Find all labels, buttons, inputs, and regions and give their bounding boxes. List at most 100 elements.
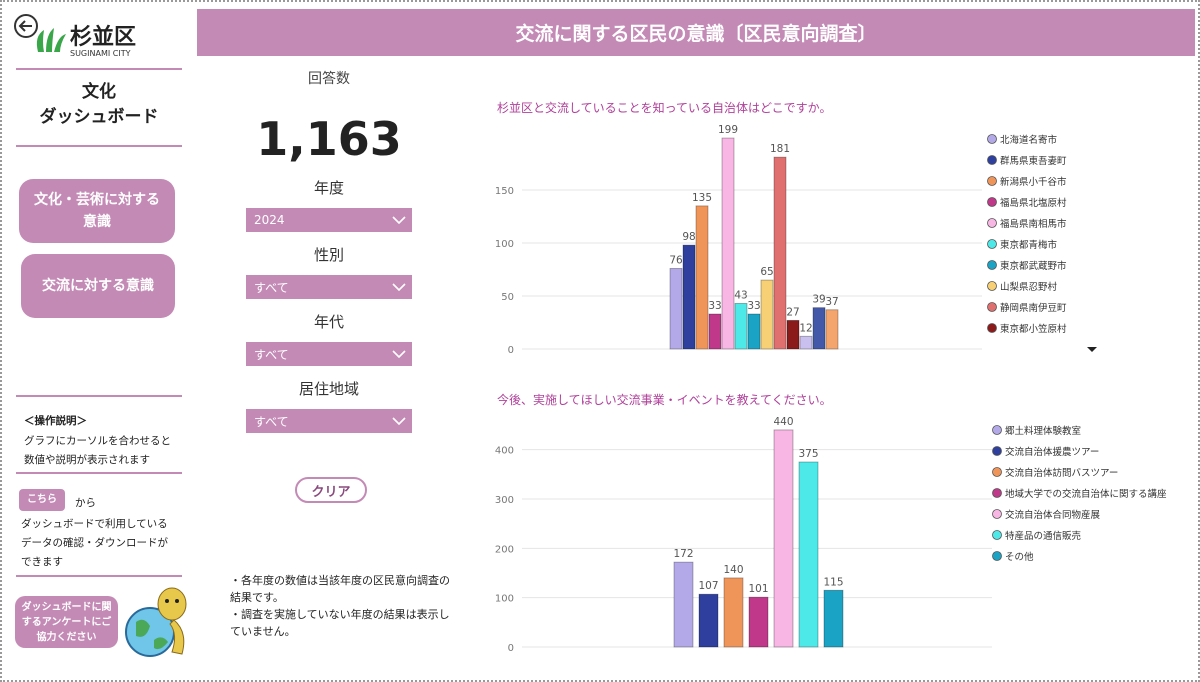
legend-label: 新潟県小千谷市 bbox=[1000, 176, 1067, 188]
bar bbox=[747, 313, 761, 350]
note: ・調査を実施していない年度の結果は表示していません。 bbox=[230, 608, 450, 638]
data-label: 172 bbox=[673, 548, 693, 560]
data-label: 115 bbox=[823, 576, 843, 588]
legend-marker bbox=[992, 530, 1002, 540]
data-label: 440 bbox=[773, 416, 793, 428]
legend-label: 特産品の通信販売 bbox=[1005, 530, 1081, 542]
legend-marker bbox=[987, 260, 997, 270]
legend-label: 交流自治体訪問バスツアー bbox=[1005, 467, 1118, 479]
sidebar-title: 文化 ダッシュボード bbox=[16, 80, 182, 130]
divider bbox=[16, 145, 182, 147]
legend-marker bbox=[987, 197, 997, 207]
link-suffix: から bbox=[75, 497, 96, 509]
data-label: 37 bbox=[825, 296, 838, 308]
nav-button[interactable]: 交流に対する意識 bbox=[21, 254, 175, 318]
filter-value: すべて bbox=[254, 347, 289, 362]
help-title: ＜操作説明＞ bbox=[24, 415, 87, 427]
bar bbox=[734, 303, 748, 350]
legend-label: 福島県南相馬市 bbox=[1000, 218, 1067, 230]
chevron bbox=[392, 216, 406, 225]
logo: 杉並区 SUGINAMI CITY bbox=[14, 14, 136, 58]
legend-scroll[interactable] bbox=[1087, 347, 1097, 352]
bar bbox=[721, 137, 735, 350]
legend-label: 福島県北塩原村 bbox=[1000, 197, 1067, 209]
chart-title: 杉並区と交流していることを知っている自治体はどこですか。 bbox=[497, 100, 831, 115]
legend-label: 東京都青梅市 bbox=[1000, 239, 1058, 251]
filter-label: 年代 bbox=[313, 313, 344, 331]
legend-label: 東京都小笠原村 bbox=[1000, 323, 1067, 335]
y-tick-label: 50 bbox=[501, 292, 514, 303]
legend-marker bbox=[987, 218, 997, 228]
bar bbox=[708, 313, 722, 350]
legend-marker bbox=[987, 239, 997, 249]
bar bbox=[823, 589, 844, 648]
data-label: 43 bbox=[734, 289, 747, 301]
bar bbox=[812, 307, 826, 350]
chevron bbox=[392, 417, 406, 426]
legend-marker bbox=[992, 509, 1002, 519]
filter-label: 性別 bbox=[313, 246, 344, 264]
y-tick-label: 0 bbox=[508, 643, 514, 654]
help-text: グラフにカーソルを合わせると数値や説明が表示されます bbox=[24, 435, 171, 466]
legend-label: その他 bbox=[1005, 551, 1034, 563]
data-label: 33 bbox=[747, 300, 760, 312]
bar bbox=[748, 596, 769, 648]
data-label: 375 bbox=[798, 448, 818, 460]
sidebar-title-line: 文化 bbox=[82, 82, 116, 102]
legend-marker bbox=[987, 302, 997, 312]
data-label: 33 bbox=[708, 300, 721, 312]
bar bbox=[825, 309, 839, 350]
notes: ・各年度の数値は当該年度の区民意向調査の結果です。 ・調査を実施していない年度の… bbox=[230, 572, 450, 640]
legend-label: 北海道名寄市 bbox=[1000, 134, 1058, 146]
data-label: 107 bbox=[698, 580, 718, 592]
legend-marker bbox=[987, 323, 997, 333]
data-label: 12 bbox=[799, 322, 812, 334]
y-tick-label: 100 bbox=[495, 239, 514, 250]
legend-label: 交流自治体援農ツアー bbox=[1005, 446, 1099, 458]
clear-button[interactable]: クリア bbox=[295, 477, 367, 503]
divider bbox=[16, 68, 182, 70]
data-label: 199 bbox=[718, 124, 738, 136]
legend-marker bbox=[987, 155, 997, 165]
legend-label: 山梨県忍野村 bbox=[1000, 281, 1058, 293]
sidebar-title-line: ダッシュボード bbox=[39, 107, 159, 127]
mascot bbox=[125, 587, 187, 657]
filter-dropdown[interactable]: すべて bbox=[246, 275, 412, 299]
bar bbox=[799, 335, 813, 350]
y-tick-label: 300 bbox=[495, 495, 514, 506]
filter-dropdown[interactable]: すべて bbox=[246, 409, 412, 433]
chart-title: 今後、実施してほしい交流事業・イベントを教えてください。 bbox=[497, 392, 832, 407]
bar bbox=[773, 429, 794, 648]
y-tick-label: 200 bbox=[495, 544, 514, 555]
survey-button[interactable]: ダッシュボードに関するアンケートにご協力ください bbox=[15, 596, 118, 648]
data-label: 101 bbox=[748, 583, 768, 595]
data-label: 76 bbox=[669, 254, 683, 266]
header-title: 交流に関する区民の意識〔区民意向調査〕 bbox=[197, 9, 1195, 56]
divider bbox=[16, 575, 182, 577]
nav-button[interactable]: 文化・芸術に対する意識 bbox=[19, 179, 175, 243]
filter-label: 年度 bbox=[313, 179, 344, 197]
bar bbox=[695, 205, 709, 350]
data-label: 27 bbox=[786, 306, 799, 318]
data-label: 65 bbox=[760, 266, 773, 278]
y-tick-label: 150 bbox=[495, 186, 514, 197]
bar bbox=[682, 244, 696, 350]
bar bbox=[723, 577, 744, 648]
legend-label: 地域大学での交流自治体に関する講座 bbox=[1005, 488, 1167, 500]
legend-marker bbox=[992, 446, 1002, 456]
y-tick-label: 100 bbox=[495, 594, 514, 605]
filter-dropdown[interactable]: 2024 bbox=[246, 208, 412, 232]
legend-marker bbox=[992, 467, 1002, 477]
legend-marker bbox=[987, 176, 997, 186]
note: ・各年度の数値は当該年度の区民意向調査の結果です。 bbox=[230, 574, 450, 604]
y-tick-label: 400 bbox=[495, 446, 514, 457]
kpi-value: 1,163 bbox=[256, 112, 402, 166]
legend-label: 交流自治体合同物産展 bbox=[1005, 509, 1101, 521]
legend-label: 静岡県南伊豆町 bbox=[1000, 302, 1067, 314]
legend-label: 群馬県東吾妻町 bbox=[1000, 155, 1067, 167]
filter-label: 居住地域 bbox=[298, 380, 359, 398]
filter-dropdown[interactable]: すべて bbox=[246, 342, 412, 366]
legend-marker bbox=[992, 425, 1002, 435]
link-button[interactable]: こちら bbox=[19, 489, 65, 511]
